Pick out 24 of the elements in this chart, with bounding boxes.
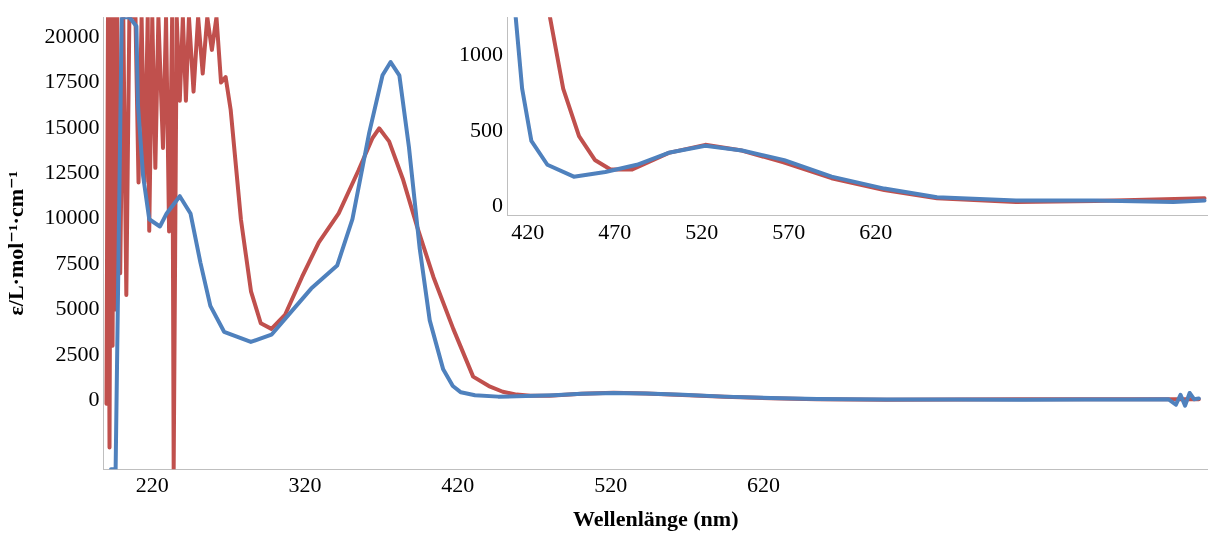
x-tick-label: 520	[685, 218, 719, 244]
x-tick-label: 520	[594, 472, 628, 498]
x-tick-label: 470	[598, 218, 632, 244]
y-axis-title: ε/L·mol⁻¹·cm⁻¹	[2, 170, 28, 316]
x-tick-label: 570	[772, 218, 806, 244]
y-tick-label: 7500	[55, 249, 100, 275]
y-tick-label: 20000	[44, 22, 100, 48]
y-tick-label: 17500	[44, 68, 100, 94]
y-tick-label: 1000	[459, 41, 503, 67]
x-tick-label: 320	[288, 472, 322, 498]
y-tick-label: 10000	[44, 204, 100, 230]
x-tick-label: 420	[441, 472, 475, 498]
x-tick-label: 620	[859, 218, 893, 244]
y-tick-label: 15000	[44, 113, 100, 139]
y-tick-label: 0	[492, 192, 503, 218]
x-axis-title: Wellenlänge (nm)	[572, 506, 739, 532]
y-tick-label: 2500	[55, 340, 100, 366]
y-tick-label: 5000	[55, 295, 100, 321]
x-tick-label: 620	[746, 472, 780, 498]
y-tick-label: 12500	[44, 159, 100, 185]
y-tick-label: 0	[88, 386, 100, 411]
x-tick-label: 220	[135, 472, 169, 498]
y-tick-label: 500	[470, 116, 503, 142]
x-tick-label: 420	[511, 218, 545, 244]
